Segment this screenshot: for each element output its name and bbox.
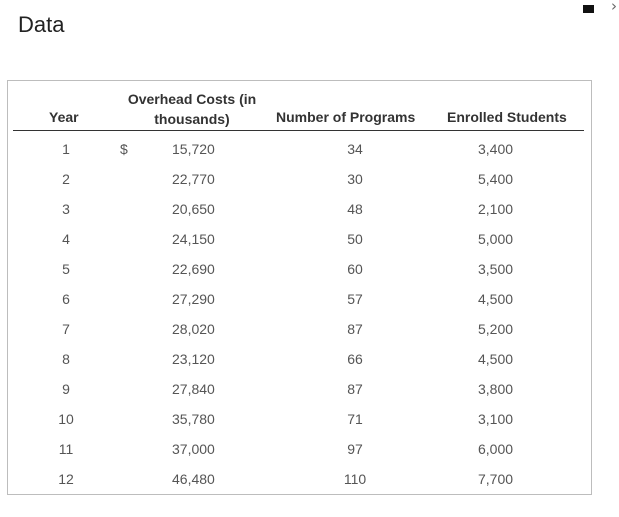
cell-programs: 60: [347, 261, 363, 277]
page-title: Data: [18, 12, 65, 37]
data-table: Year Overhead Costs (in thousands) Numbe…: [7, 80, 592, 495]
cell-year: 11: [58, 441, 74, 457]
cell-students: 2,100: [478, 201, 514, 217]
cell-year: 3: [62, 201, 70, 217]
chevron-right-icon[interactable]: ›: [611, 0, 617, 15]
minimize-icon[interactable]: [583, 5, 594, 13]
cell-programs: 50: [347, 231, 363, 247]
cell-overhead: 23,120: [172, 351, 215, 367]
cell-year: 9: [62, 381, 70, 397]
cell-programs: 110: [343, 471, 367, 487]
table-row: 5 22,690 60 3,500: [8, 253, 591, 283]
table-row: 11 37,000 97 6,000: [8, 433, 591, 463]
table-row: 10 35,780 71 3,100: [8, 403, 591, 433]
table-row: 2 22,770 30 5,400: [8, 163, 591, 193]
cell-year: 12: [58, 471, 74, 487]
table-row: 3 20,650 48 2,100: [8, 193, 591, 223]
cell-overhead: 22,690: [172, 261, 215, 277]
cell-students: 4,500: [478, 291, 514, 307]
cell-programs: 87: [347, 321, 363, 337]
cell-overhead: 35,780: [172, 411, 215, 427]
cell-programs: 30: [347, 171, 363, 187]
cell-overhead: 27,290: [172, 291, 215, 307]
header-enrolled-students: Enrolled Students: [447, 109, 567, 125]
cell-year: 6: [62, 291, 70, 307]
table-row: 9 27,840 87 3,800: [8, 373, 591, 403]
table-row: 4 24,150 50 5,000: [8, 223, 591, 253]
cell-overhead: 27,840: [172, 381, 215, 397]
cell-programs: 48: [347, 201, 363, 217]
cell-students: 3,500: [478, 261, 514, 277]
cell-students: 3,400: [478, 141, 514, 157]
cell-year: 1: [62, 141, 70, 157]
cell-programs: 34: [347, 141, 363, 157]
cell-overhead: 22,770: [172, 171, 215, 187]
cell-students: 4,500: [478, 351, 514, 367]
cell-programs: 57: [347, 291, 363, 307]
cell-overhead: 15,720: [172, 141, 215, 157]
table-row: 12 46,480 110 7,700: [8, 463, 591, 493]
cell-overhead: 24,150: [172, 231, 215, 247]
cell-year: 2: [62, 171, 70, 187]
cell-programs: 97: [347, 441, 363, 457]
header-number-of-programs: Number of Programs: [276, 109, 416, 125]
header-overhead-costs: Overhead Costs (in thousands): [127, 91, 257, 127]
cell-overhead: 37,000: [172, 441, 215, 457]
cell-year: 10: [58, 411, 74, 427]
cell-students: 7,700: [478, 471, 514, 487]
cell-programs: 66: [347, 351, 363, 367]
cell-students: 5,200: [478, 321, 514, 337]
currency-symbol: $: [120, 141, 128, 157]
table-row: 8 23,120 66 4,500: [8, 343, 591, 373]
cell-students: 3,800: [478, 381, 514, 397]
header-divider: [13, 130, 584, 131]
header-year: Year: [49, 109, 79, 125]
cell-year: 4: [62, 231, 70, 247]
cell-overhead: 46,480: [172, 471, 215, 487]
table-row: 7 28,020 87 5,200: [8, 313, 591, 343]
cell-students: 3,100: [478, 411, 514, 427]
cell-year: 5: [62, 261, 70, 277]
cell-programs: 87: [347, 381, 363, 397]
cell-year: 8: [62, 351, 70, 367]
table-row: 6 27,290 57 4,500: [8, 283, 591, 313]
cell-overhead: 28,020: [172, 321, 215, 337]
cell-year: 7: [62, 321, 70, 337]
cell-students: 5,000: [478, 231, 514, 247]
window-controls: ›: [579, 0, 619, 20]
cell-students: 5,400: [478, 171, 514, 187]
table-row: 1 $ 15,720 34 3,400: [8, 133, 591, 163]
cell-overhead: 20,650: [172, 201, 215, 217]
cell-students: 6,000: [478, 441, 514, 457]
table-body: 1 $ 15,720 34 3,400 2 22,770 30 5,400 3 …: [8, 133, 591, 493]
cell-programs: 71: [347, 411, 363, 427]
